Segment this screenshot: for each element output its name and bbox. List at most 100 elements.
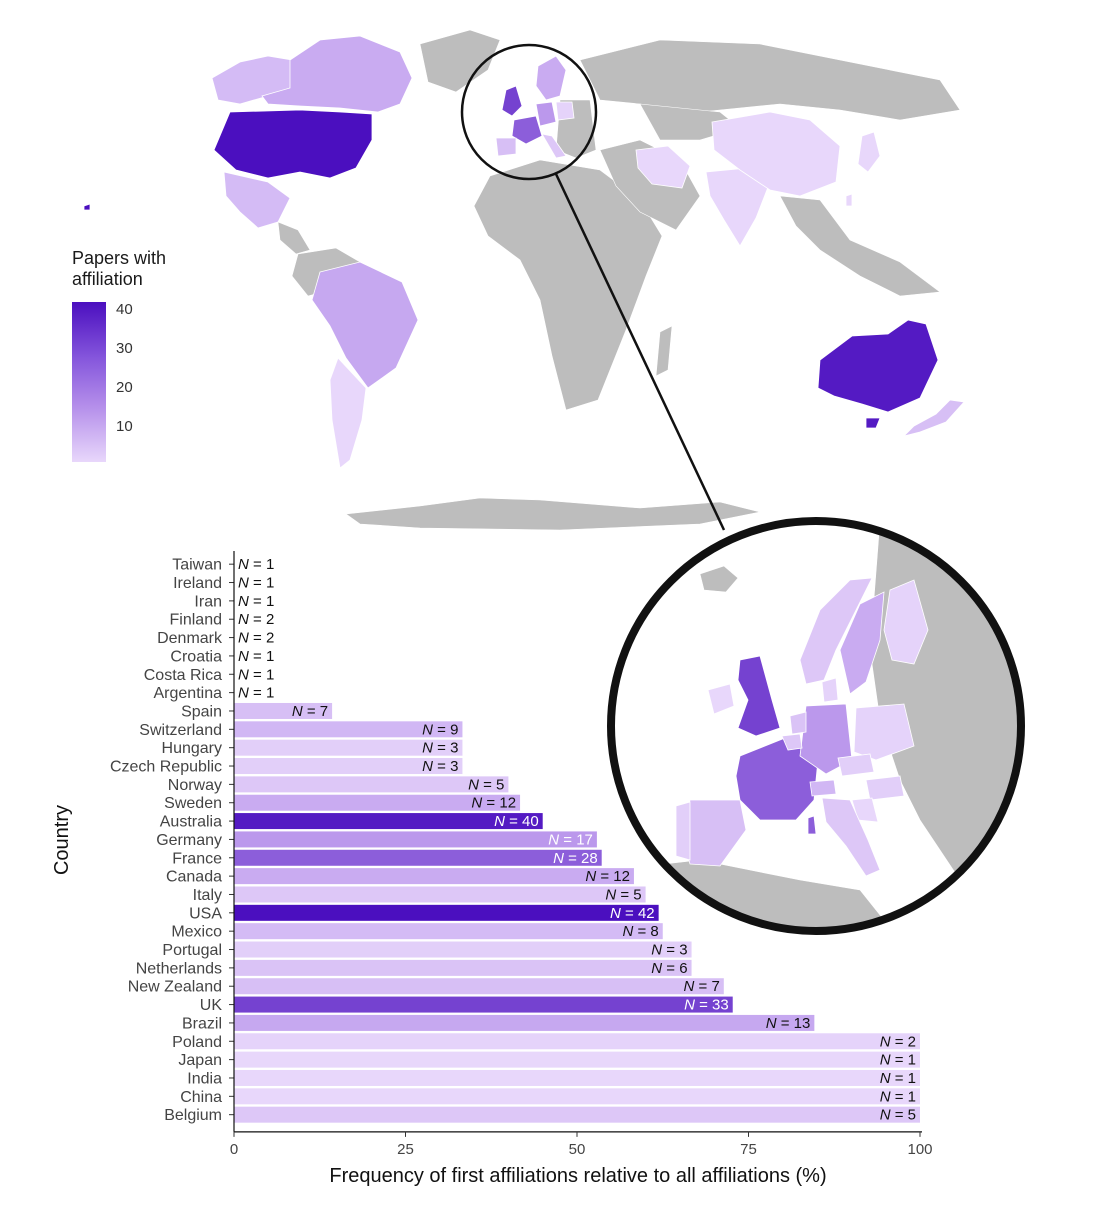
- map-region-russia: [579, 39, 961, 121]
- n-count-label: N = 1: [238, 593, 274, 610]
- n-count-label: N = 1: [238, 685, 274, 702]
- bar: [234, 794, 521, 811]
- n-count-label: N = 8: [622, 923, 658, 940]
- n-count-label: N = 5: [605, 886, 641, 903]
- y-tick-label: Mexico: [171, 924, 222, 941]
- y-tick-label: Costa Rica: [144, 667, 222, 684]
- bar: [234, 813, 543, 830]
- y-tick-label: Netherlands: [136, 960, 222, 977]
- n-count-label: N = 13: [766, 1015, 811, 1032]
- bar: [234, 978, 724, 995]
- legend-title-line1: Papers with: [72, 248, 167, 268]
- bar: [234, 941, 692, 958]
- y-tick-label: Spain: [181, 703, 222, 720]
- n-count-label: N = 6: [651, 960, 687, 977]
- legend-title-line2: affiliation: [72, 269, 143, 289]
- x-axis: 0 25 50 75 100: [230, 551, 933, 1158]
- y-tick-label: Poland: [172, 1034, 222, 1051]
- y-tick-label: Iran: [194, 593, 222, 610]
- map-region-new-zealand: [902, 399, 965, 437]
- bar: [234, 904, 659, 921]
- map-region-mexico: [223, 171, 291, 229]
- y-tick-label: USA: [189, 905, 222, 922]
- y-tick-label: Japan: [178, 1052, 222, 1069]
- bar: [234, 739, 463, 756]
- y-tick-label: Denmark: [157, 630, 223, 647]
- legend-color-bar: [72, 302, 106, 462]
- map-region-argentina: [329, 357, 367, 469]
- bar: [234, 996, 733, 1013]
- x-tick-label: 50: [569, 1141, 586, 1158]
- n-count-label: N = 1: [238, 556, 274, 573]
- map-region-iberia: [495, 137, 517, 157]
- map-region-antarctica: [345, 497, 761, 531]
- bar: [234, 831, 597, 848]
- n-count-label: N = 42: [610, 905, 655, 922]
- bar: [234, 923, 663, 940]
- n-count-label: N = 1: [880, 1052, 916, 1069]
- n-count-label: N = 9: [422, 721, 458, 738]
- n-count-label: N = 3: [422, 758, 458, 775]
- legend-title: Papers with affiliation: [72, 248, 166, 290]
- n-count-label: N = 40: [494, 813, 539, 830]
- map-region-italy: [541, 133, 567, 159]
- y-tick-label: Czech Republic: [110, 759, 222, 776]
- y-tick-label: Argentina: [154, 685, 223, 702]
- y-tick-label: Norway: [168, 777, 222, 794]
- n-count-labels: N = 1N = 1N = 1N = 2N = 2N = 1N = 1N = 1…: [238, 556, 916, 1124]
- n-count-label: N = 2: [880, 1033, 916, 1050]
- n-count-label: N = 28: [553, 850, 598, 867]
- n-count-label: N = 7: [684, 978, 720, 995]
- bars: [234, 702, 920, 1123]
- map-region-japan: [857, 131, 881, 173]
- y-tick-label: Australia: [160, 814, 222, 831]
- legend-tick-mark: [106, 309, 112, 311]
- n-count-label: N = 2: [238, 630, 274, 647]
- y-tick-label: Finland: [170, 612, 222, 629]
- n-count-label: N = 3: [422, 740, 458, 757]
- bar: [234, 959, 692, 976]
- bar: [234, 1033, 920, 1050]
- y-tick-label: India: [187, 1070, 222, 1087]
- n-count-label: N = 1: [880, 1070, 916, 1087]
- bar: [234, 1014, 815, 1031]
- legend-tick-mark: [106, 348, 112, 350]
- bar-chart: Taiwan Ireland Iran Finland Denmark Croatia Co…: [0, 540, 1114, 1200]
- y-tick-label: Croatia: [170, 648, 222, 665]
- bar: [234, 849, 602, 866]
- x-tick-label: 100: [907, 1141, 932, 1158]
- n-count-label: N = 12: [471, 795, 516, 812]
- y-tick-label: Taiwan: [172, 557, 222, 574]
- bar: [234, 1088, 920, 1105]
- n-count-label: N = 7: [292, 703, 328, 720]
- map-region-france: [511, 115, 543, 145]
- n-count-label: N = 33: [684, 997, 729, 1014]
- y-tick-label: Italy: [193, 887, 222, 904]
- y-tick-label: Hungary: [162, 740, 222, 757]
- bar: [234, 1051, 920, 1068]
- n-count-label: N = 17: [548, 831, 593, 848]
- x-tick-label: 75: [740, 1141, 757, 1158]
- bar: [234, 758, 463, 775]
- n-count-label: N = 1: [880, 1088, 916, 1105]
- n-count-label: N = 12: [585, 868, 630, 885]
- bar: [234, 1069, 920, 1086]
- legend-tick-label: 30: [116, 339, 133, 357]
- y-tick-label: New Zealand: [128, 979, 222, 996]
- map-region-taiwan: [845, 193, 853, 207]
- y-tick-label: Canada: [166, 869, 222, 886]
- x-axis-title: Frequency of first affiliations relative…: [329, 1165, 826, 1187]
- n-count-label: N = 2: [238, 611, 274, 628]
- y-tick-label: Switzerland: [139, 722, 222, 739]
- map-region-usa: [213, 109, 373, 179]
- map-region-greenland: [419, 29, 501, 93]
- n-count-label: N = 5: [880, 1107, 916, 1124]
- bar: [234, 721, 463, 738]
- y-axis-title: Country: [51, 805, 73, 875]
- map-region-poland: [555, 101, 575, 121]
- legend-tick-mark: [106, 426, 112, 428]
- y-tick-label: Ireland: [173, 575, 222, 592]
- bar: [234, 702, 333, 719]
